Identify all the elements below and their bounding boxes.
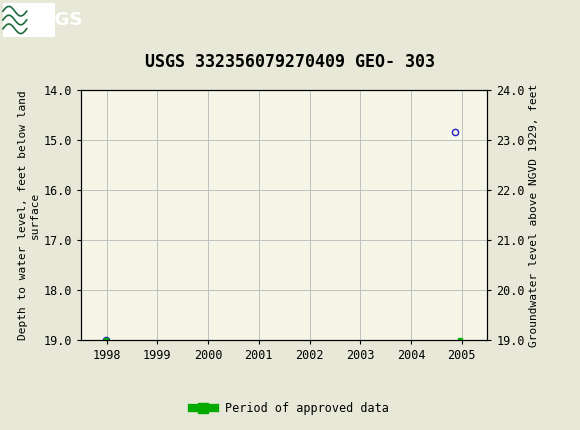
Y-axis label: Depth to water level, feet below land
surface: Depth to water level, feet below land su… bbox=[18, 90, 39, 340]
Text: USGS 332356079270409 GEO- 303: USGS 332356079270409 GEO- 303 bbox=[145, 53, 435, 71]
Text: USGS: USGS bbox=[28, 11, 83, 29]
Legend: Period of approved data: Period of approved data bbox=[187, 397, 393, 420]
Y-axis label: Groundwater level above NGVD 1929, feet: Groundwater level above NGVD 1929, feet bbox=[529, 83, 539, 347]
FancyBboxPatch shape bbox=[3, 3, 55, 37]
